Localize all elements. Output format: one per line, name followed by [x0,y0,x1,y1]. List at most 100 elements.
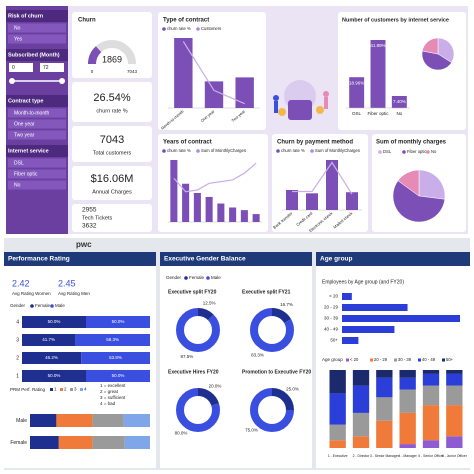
legend-label: Fiber optic [407,149,427,154]
filter-option[interactable] [8,158,66,168]
column-segment [422,373,440,386]
row-label: 2 [16,355,19,361]
chart-title: Sum of monthly charges [376,140,447,146]
legend-title: Age group [322,357,343,362]
avg-value: 2.42 [12,278,30,288]
value-label: 7.40% [393,99,406,104]
donut-label: 83.3% [251,352,264,357]
bar [342,337,359,344]
bar-segment [22,316,86,328]
avg-label: Avg Rating Men [58,291,90,296]
legend-swatch [346,358,349,362]
card [72,166,152,200]
illustration-person [324,97,328,109]
value-label: 50.0% [48,319,61,324]
column-segment [329,370,346,394]
legend-title: PRM Perf. Rating [10,387,46,392]
x-tick-label: No [396,111,402,116]
panel-title: Age group [320,256,353,263]
panel-title: Executive Gender Balance [164,256,246,263]
legend-label: 1 [54,387,57,392]
chart-title: Employees by Age group (and FY20) [322,279,404,285]
column-segment [446,385,463,406]
legend-dot [30,304,34,308]
column-segment [399,389,416,413]
donut-label: 16.7% [280,302,293,307]
donut-segment [176,308,220,352]
legend-swatch [370,358,373,362]
legend-label: 4 [84,387,87,392]
bar [391,95,407,108]
filter-option-label: Two year [14,132,35,138]
gauge-value-label: 1869 [102,54,122,64]
x-tick-label: Fiber optic [367,111,389,116]
column-segment [376,377,393,398]
legend-title: Gender [166,275,182,280]
kpi-label: churn rate % [96,108,127,114]
legend-dot [378,150,382,154]
bar-segment [92,436,125,449]
illustration-coin [278,108,286,116]
bar [205,196,213,222]
bar-segment [75,334,150,346]
column-segment [399,412,416,445]
bar [346,192,358,210]
panel-header [160,252,312,266]
filter-option[interactable] [8,23,66,33]
column-segment [329,440,346,448]
x-tick-label: 6 - Junior Officer [442,454,468,458]
filter-option[interactable] [8,119,66,129]
x-tick-label: DSL [352,111,361,116]
column-segment [399,370,416,378]
avg-value: 2.45 [58,278,76,288]
donut-label: 25.0% [286,387,299,392]
legend-label: Male [55,303,65,308]
donut-segment [176,388,220,432]
row-label: Male [16,418,27,424]
legend-swatch [418,358,421,362]
donut-label: 12.5% [203,300,216,305]
donut-label: 80.0% [175,431,188,436]
filter-header [6,10,68,22]
legend-label: 3 [74,387,77,392]
kpi-value: 7043 [100,134,124,146]
value-label: 46.2% [45,355,58,360]
note: 1 = excellent [100,383,126,388]
column-segment [329,424,346,441]
donut-title: Executive split FY20 [168,289,217,295]
bar-segment [30,414,57,427]
pie-slice [418,169,446,200]
row-label: 4 [16,319,19,325]
slider-handle[interactable] [9,78,15,84]
filter-option[interactable] [8,169,66,179]
chart-title: Type of contract [163,18,209,24]
column-segment [422,370,440,374]
chart-title: Years of contract [163,140,212,146]
bar [217,203,225,222]
filter-option[interactable] [8,34,66,44]
filter-option[interactable] [8,130,66,140]
filter-header [6,49,68,61]
donut-label: 20.0% [209,384,222,389]
slider-handle[interactable] [59,78,65,84]
illustration-coin [316,106,324,114]
filter-option[interactable] [8,180,66,190]
filter-title: Contract type [8,98,43,104]
bar [326,160,338,210]
gauge-min: 0 [91,69,94,74]
legend-swatch [442,358,445,362]
range-box[interactable] [40,63,64,72]
bar [252,214,260,222]
range-box[interactable] [9,63,33,72]
legend-dot [426,150,430,154]
legend-label: Sum of MonthlyCharges [315,148,360,153]
donut-title: Promotion to Executive FY20 [242,369,311,375]
bar [229,207,237,222]
note: 2 = great [100,389,119,394]
legend-label: churn rate % [281,148,305,153]
legend-label: 50+ [446,357,454,362]
row-label: Female [10,440,27,446]
x-tick-label: 2 - Director [353,454,371,458]
filter-option[interactable] [8,108,66,118]
